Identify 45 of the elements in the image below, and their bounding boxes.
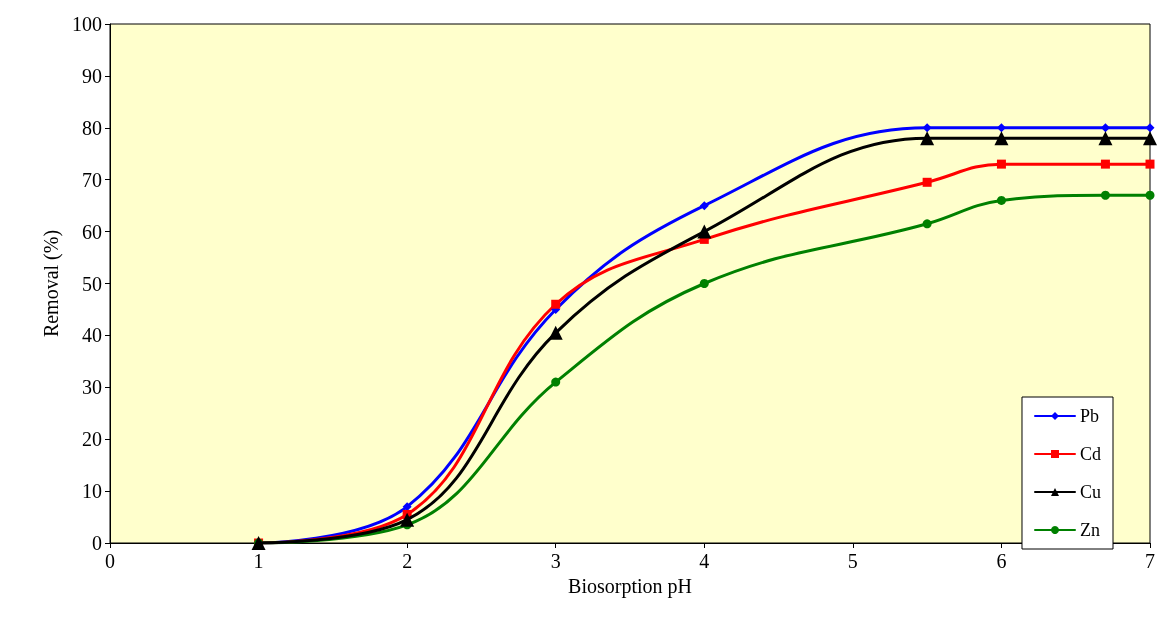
point [996, 159, 1006, 169]
point [922, 123, 932, 133]
point [1098, 131, 1113, 146]
point [996, 195, 1006, 205]
y-tick-label: 70 [82, 168, 102, 191]
x-tick-label: 3 [550, 550, 561, 572]
point [1145, 190, 1155, 200]
point [697, 224, 712, 239]
x-tick-label: 2 [402, 550, 413, 572]
y-tick-label: 100 [72, 13, 102, 35]
point [920, 131, 935, 146]
y-tick-label: 30 [82, 376, 102, 399]
point [1143, 131, 1157, 146]
point [922, 219, 932, 229]
x-axis-title: Biosorption pH [568, 574, 692, 598]
y-tick-label: 80 [82, 116, 102, 139]
y-tick-label: 90 [82, 64, 102, 87]
point [1100, 190, 1110, 200]
point [1145, 159, 1155, 169]
x-tick-label: 5 [847, 550, 858, 572]
point [994, 131, 1009, 146]
point [699, 201, 709, 211]
legend-label: Zn [1079, 520, 1100, 540]
y-axis-title: Removal (%) [40, 229, 64, 338]
x-tick-label: 6 [996, 550, 1007, 572]
y-tick-label: 10 [82, 480, 102, 503]
y-tick-label: 60 [82, 220, 102, 243]
legend-label: Cd [1079, 444, 1102, 464]
legend-label: Cu [1079, 482, 1102, 502]
y-tick-label: 0 [92, 532, 102, 554]
point [551, 299, 561, 309]
y-tick-label: 20 [82, 428, 102, 451]
point [1100, 159, 1110, 169]
x-tick-label: 7 [1145, 550, 1155, 572]
x-tick-label: 4 [699, 550, 710, 572]
point [551, 377, 561, 387]
y-tick-label: 40 [82, 324, 102, 347]
point [548, 325, 563, 340]
point [400, 512, 415, 527]
point [1145, 123, 1155, 133]
point [699, 279, 709, 288]
x-tick-label: 1 [253, 550, 264, 572]
legend-label: Pb [1079, 406, 1100, 426]
point [922, 177, 932, 187]
y-tick-label: 50 [82, 272, 102, 295]
